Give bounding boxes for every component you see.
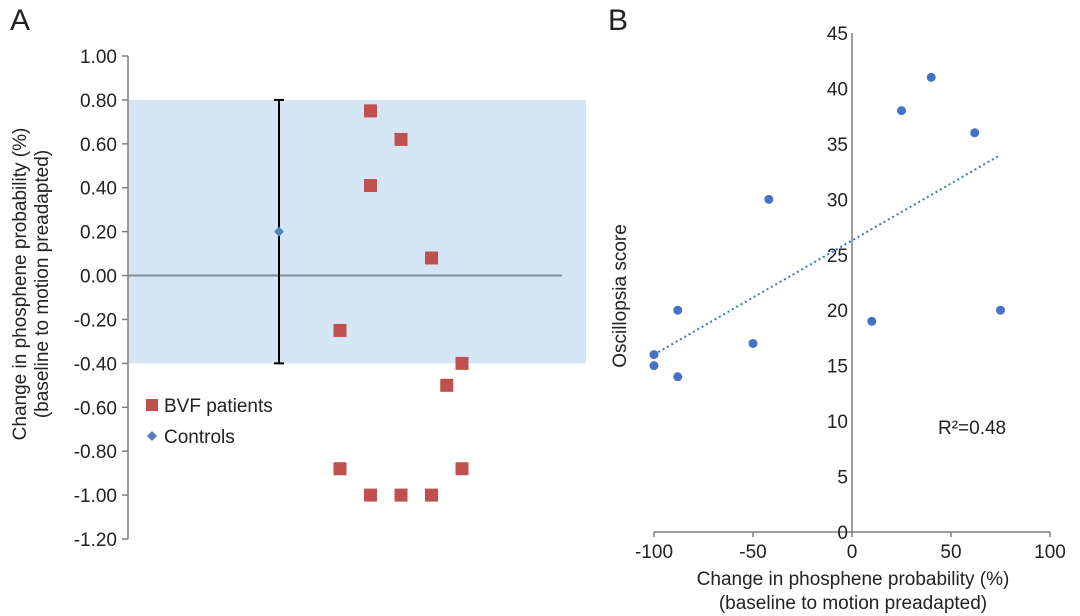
- panel-b-xlabel-line2: (baseline to motion preadapted): [719, 593, 987, 614]
- panel-b-ylabel: Oscillopsia score: [610, 224, 631, 368]
- y-tick-label: 35: [827, 135, 848, 156]
- bvf-point: [364, 179, 377, 193]
- y-tick-label: 0.00: [80, 267, 117, 288]
- x-tick-label: 0: [847, 542, 858, 563]
- y-tick-label: 20: [827, 301, 848, 322]
- data-point: [867, 316, 877, 326]
- panel-b-mark-layer: [649, 72, 1005, 382]
- data-point: [764, 194, 774, 204]
- data-point: [748, 338, 758, 348]
- panel-a-band-layer: [128, 99, 586, 364]
- y-tick-label: 10: [827, 412, 848, 433]
- panel-a-legend: BVF patients Controls: [146, 396, 273, 448]
- data-point: [649, 361, 659, 371]
- panel-a-mark-layer: [274, 98, 469, 502]
- y-tick-label: 1.00: [80, 47, 117, 68]
- data-point: [996, 305, 1005, 315]
- y-tick-label: -0.40: [74, 354, 117, 375]
- x-tick-label: -100: [635, 542, 673, 563]
- legend-swatch-controls: [147, 431, 157, 441]
- y-tick-label: -0.20: [74, 310, 117, 331]
- bvf-point: [440, 378, 454, 392]
- panel-a-axis-layer: 1.00 0.80 0.60 0.40 0.20 0.00 -0.20 -0.40 -0.60 -…: [74, 47, 129, 551]
- y-tick-label: -1.00: [74, 486, 117, 507]
- panel-b-r2-annotation: R²=0.48: [938, 418, 1006, 439]
- y-tick-label: 5: [837, 468, 848, 489]
- data-point: [970, 128, 980, 138]
- panel-a-ylabel-line2: (baseline to motion preadapted): [32, 150, 53, 418]
- bvf-point: [425, 251, 438, 265]
- y-tick-label: -1.20: [74, 530, 117, 551]
- x-tick-label: -50: [739, 542, 766, 563]
- data-point: [673, 305, 683, 315]
- data-point: [926, 72, 936, 82]
- bvf-point: [455, 462, 469, 476]
- control-point: [274, 226, 284, 237]
- bvf-point: [455, 356, 469, 370]
- y-tick-label: 40: [827, 79, 848, 100]
- y-tick-label: -0.60: [74, 398, 117, 419]
- bvf-point: [394, 488, 408, 502]
- y-tick-label: -0.80: [74, 442, 117, 463]
- data-point: [897, 106, 906, 116]
- legend-swatch-bvf: [146, 399, 158, 411]
- y-tick-label: 0: [837, 523, 848, 544]
- panel-b-xlabel-line1: Change in phosphene probability (%): [697, 569, 1010, 590]
- panel-b-label: B: [608, 4, 628, 37]
- y-tick-label: 0.20: [80, 223, 117, 244]
- bvf-point: [425, 488, 438, 502]
- y-tick-label: 45: [827, 24, 848, 45]
- legend-label-controls: Controls: [164, 427, 235, 448]
- bvf-point: [333, 323, 347, 337]
- bvf-point: [394, 132, 408, 146]
- y-tick-label: 30: [827, 190, 848, 211]
- shaded-band: [128, 99, 586, 364]
- data-point: [673, 372, 683, 382]
- x-tick-label: 50: [940, 542, 961, 563]
- y-tick-label: 0.80: [80, 91, 117, 112]
- x-tick-label: 100: [1034, 542, 1066, 563]
- trendline: [653, 154, 1001, 356]
- y-tick-label: 0.40: [80, 179, 117, 200]
- y-tick-label: 15: [827, 357, 848, 378]
- bvf-point: [333, 462, 347, 476]
- data-point: [649, 350, 659, 360]
- bvf-point: [364, 104, 377, 118]
- panel-a-label: A: [10, 4, 30, 37]
- panel-a-ylabel-line1: Change in phosphene probability (%): [10, 128, 31, 441]
- bvf-point: [364, 488, 377, 502]
- y-tick-label: 0.60: [80, 135, 117, 156]
- legend-label-bvf: BVF patients: [164, 396, 273, 417]
